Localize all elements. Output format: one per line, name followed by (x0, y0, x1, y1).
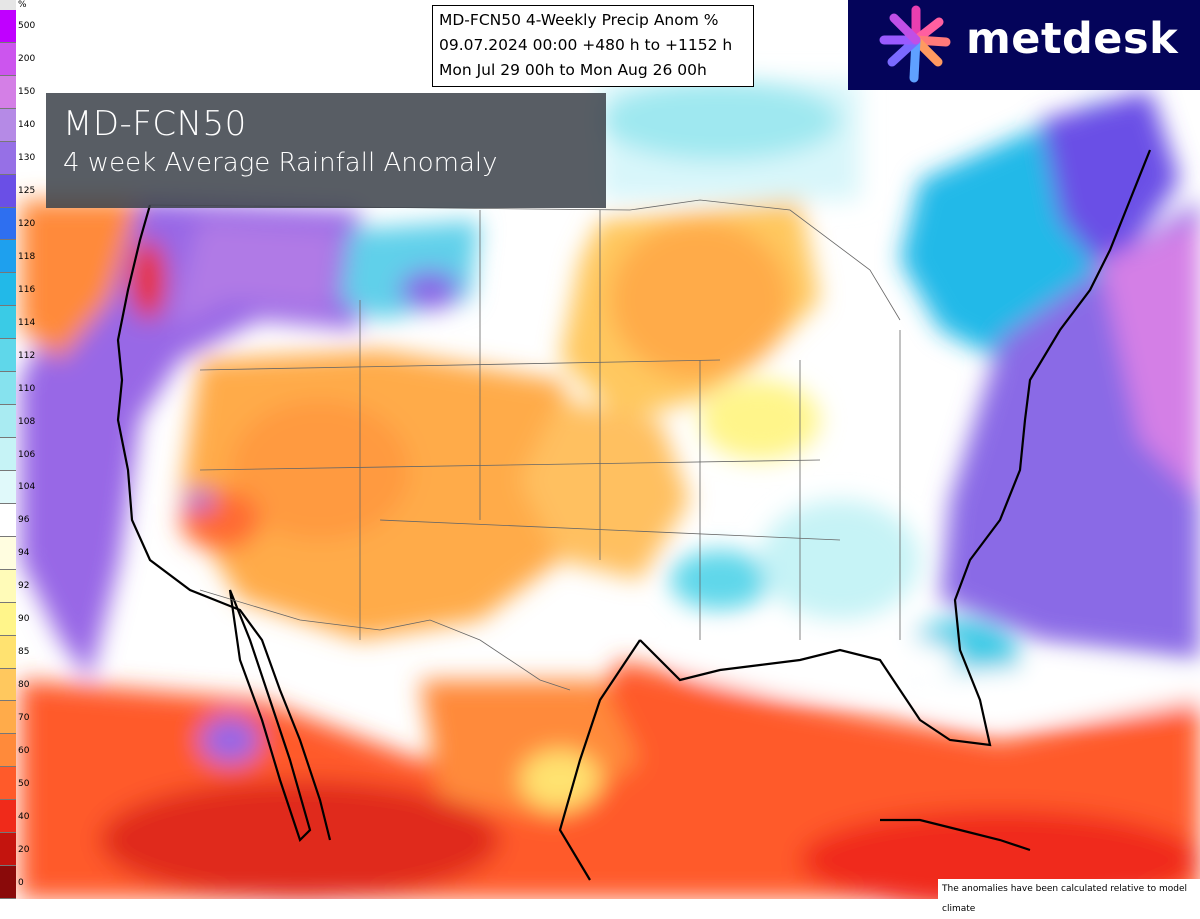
colorbar-label: 118 (18, 251, 36, 262)
colorbar-label: 112 (18, 350, 36, 361)
run-info-line-3: Mon Jul 29 00h to Mon Aug 26 00h (439, 61, 707, 79)
colorbar-swatch (0, 10, 16, 43)
colorbar-swatch (0, 470, 16, 504)
colorbar-swatch (0, 240, 16, 274)
colorbar-swatch (0, 405, 16, 439)
colorbar-label: 94 (18, 548, 30, 559)
title-overlay: MD-FCN50 4 week Average Rainfall Anomaly (46, 93, 606, 208)
colorbar-swatch (0, 503, 16, 537)
colorbar-label: 80 (18, 679, 30, 690)
colorbar (0, 0, 16, 899)
run-info-line-2: 09.07.2024 00:00 +480 h to +1152 h (439, 36, 733, 54)
colorbar-swatch (0, 635, 16, 669)
logo-wordmark: metdesk (966, 14, 1179, 64)
colorbar-label: 60 (18, 745, 30, 756)
colorbar-label: 40 (18, 811, 30, 822)
colorbar-swatch (0, 602, 16, 636)
metdesk-logo: metdesk (848, 0, 1200, 90)
colorbar-label: 150 (18, 87, 36, 98)
colorbar-swatch (0, 372, 16, 406)
colorbar-label: 90 (18, 614, 30, 625)
footnote: The anomalies have been calculated relat… (938, 879, 1200, 914)
colorbar-label: 50 (18, 778, 30, 789)
colorbar-swatch (0, 866, 16, 899)
colorbar-swatch (0, 207, 16, 241)
run-info-box: MD-FCN50 4-Weekly Precip Anom % 09.07.20… (432, 5, 754, 87)
colorbar-unit: % (18, 0, 27, 10)
colorbar-swatch (0, 734, 16, 768)
colorbar-label: 108 (18, 416, 36, 427)
starburst-logo-icon (879, 5, 951, 83)
colorbar-swatch (0, 569, 16, 603)
colorbar-label: 116 (18, 284, 36, 295)
colorbar-swatch (0, 833, 16, 867)
colorbar-label: 114 (18, 317, 36, 328)
colorbar-swatch (0, 668, 16, 702)
colorbar-swatch (0, 141, 16, 175)
colorbar-label: 104 (18, 482, 36, 493)
colorbar-label: 96 (18, 515, 30, 526)
colorbar-label: 500 (18, 21, 36, 32)
colorbar-label: 0 (18, 877, 24, 888)
colorbar-swatch (0, 767, 16, 801)
colorbar-label: 200 (18, 54, 36, 65)
colorbar-swatch (0, 438, 16, 471)
overlay-title: MD-FCN50 (63, 104, 247, 144)
colorbar-swatch (0, 800, 16, 834)
colorbar-swatch (0, 701, 16, 735)
colorbar-swatch (0, 75, 16, 109)
colorbar-label: 20 (18, 844, 30, 855)
colorbar-swatch (0, 339, 16, 373)
colorbar-swatch (0, 306, 16, 340)
colorbar-label: 110 (18, 383, 36, 394)
colorbar-swatch (0, 273, 16, 307)
colorbar-label: 125 (18, 186, 36, 197)
colorbar-swatch (0, 536, 16, 570)
colorbar-label: 85 (18, 647, 30, 658)
run-info-line-1: MD-FCN50 4-Weekly Precip Anom % (439, 11, 719, 29)
colorbar-label: 106 (18, 449, 36, 460)
colorbar-label: 92 (18, 581, 30, 592)
colorbar-label: 130 (18, 153, 36, 164)
colorbar-label: 120 (18, 219, 36, 230)
colorbar-swatch (0, 174, 16, 208)
overlay-subtitle: 4 week Average Rainfall Anomaly (63, 148, 498, 178)
colorbar-label: 140 (18, 120, 36, 131)
colorbar-label: 70 (18, 712, 30, 723)
colorbar-swatch (0, 42, 16, 76)
colorbar-swatch (0, 108, 16, 142)
